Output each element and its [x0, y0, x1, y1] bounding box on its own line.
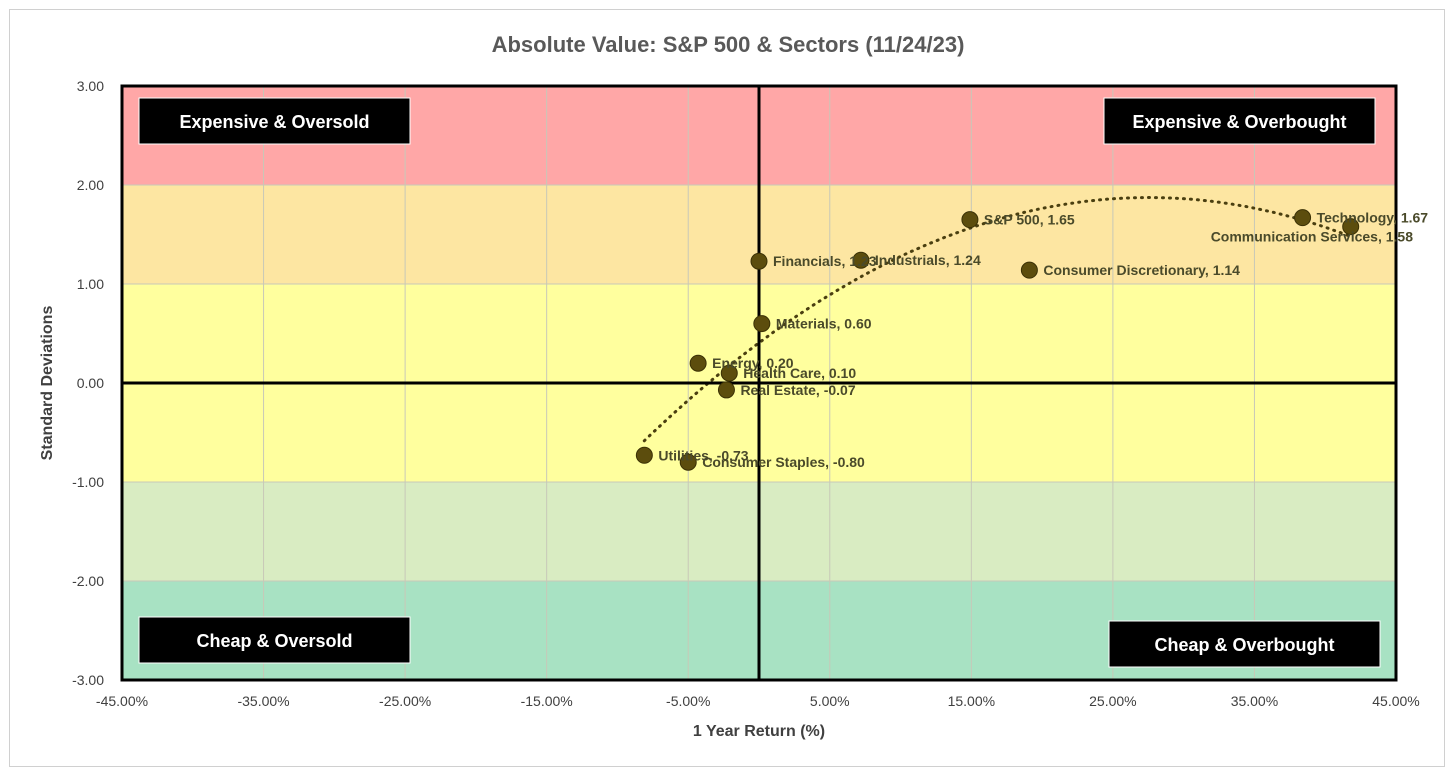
y-tick-label: 1.00	[77, 276, 104, 292]
data-label: Communication Services, 1.58	[1211, 229, 1414, 245]
x-tick-label: 25.00%	[1089, 693, 1136, 709]
y-tick-label: 0.00	[77, 375, 104, 391]
y-tick-label: -3.00	[72, 672, 104, 688]
data-label: Technology, 1.67	[1317, 210, 1429, 226]
quadrant-labels: Expensive & Oversold Expensive & Overboug…	[138, 97, 1381, 668]
quadrant-label-box	[1108, 620, 1381, 668]
data-label: Consumer Staples, -0.80	[702, 454, 865, 470]
x-tick-label: 45.00%	[1372, 693, 1419, 709]
chart-title: Absolute Value: S&P 500 & Sectors (11/24…	[492, 32, 965, 57]
x-tick-labels: -45.00% -35.00% -25.00% -15.00% -5.00% 5.00% 1…	[96, 693, 1420, 709]
data-point	[717, 381, 735, 399]
x-tick-label: 5.00%	[810, 693, 850, 709]
data-point	[679, 453, 697, 471]
x-tick-label: -45.00%	[96, 693, 148, 709]
trendline-path	[642, 195, 1353, 443]
data-point	[961, 211, 979, 229]
y-tick-label: -1.00	[72, 474, 104, 490]
y-tick-label: 2.00	[77, 177, 104, 193]
x-tick-label: -15.00%	[521, 693, 573, 709]
trendline	[642, 195, 1353, 443]
quadrant-label-box	[1103, 97, 1376, 145]
quadrant-label: Cheap & Overbought	[1154, 635, 1334, 655]
data-labels: Technology, 1.67 Communication Services, …	[658, 210, 1428, 471]
x-tick-label: -5.00%	[666, 693, 710, 709]
data-point	[1020, 261, 1038, 279]
data-label: Industrials, 1.24	[875, 252, 981, 268]
data-point	[1294, 209, 1312, 227]
data-label: Financials, 1.23	[773, 253, 877, 269]
data-point	[720, 364, 738, 382]
data-point	[750, 252, 768, 270]
data-label: Energy, 0.20	[712, 355, 794, 371]
y-tick-label: -2.00	[72, 573, 104, 589]
x-tick-label: 35.00%	[1231, 693, 1278, 709]
quadrant-label: Cheap & Oversold	[196, 631, 352, 651]
data-point	[1342, 218, 1360, 236]
data-label: Consumer Discretionary, 1.14	[1043, 262, 1240, 278]
x-axis-title: 1 Year Return (%)	[693, 723, 825, 740]
data-point	[689, 354, 707, 372]
data-point	[852, 251, 870, 269]
data-point	[753, 315, 771, 333]
y-tick-labels: 3.00 2.00 1.00 0.00 -1.00 -2.00 -3.00	[72, 78, 104, 688]
data-label: Materials, 0.60	[776, 316, 872, 332]
quadrant-label-box	[138, 616, 411, 664]
y-tick-label: 3.00	[77, 78, 104, 94]
quadrant-label-box	[138, 97, 411, 145]
quadrant-label: Expensive & Oversold	[179, 112, 369, 132]
x-tick-label: -25.00%	[379, 693, 431, 709]
data-label: Health Care, 0.10	[743, 365, 856, 381]
data-points	[635, 209, 1360, 471]
y-axis-title: Standard Deviations	[39, 306, 56, 461]
data-point	[635, 446, 653, 464]
x-tick-label: 15.00%	[948, 693, 995, 709]
data-label: Real Estate, -0.07	[740, 382, 855, 398]
data-label: Utilities, -0.73	[658, 447, 748, 463]
data-label: S&P 500, 1.65	[984, 212, 1075, 228]
x-tick-label: -35.00%	[237, 693, 289, 709]
quadrant-label: Expensive & Overbought	[1132, 112, 1346, 132]
zero-axes	[120, 84, 1398, 682]
